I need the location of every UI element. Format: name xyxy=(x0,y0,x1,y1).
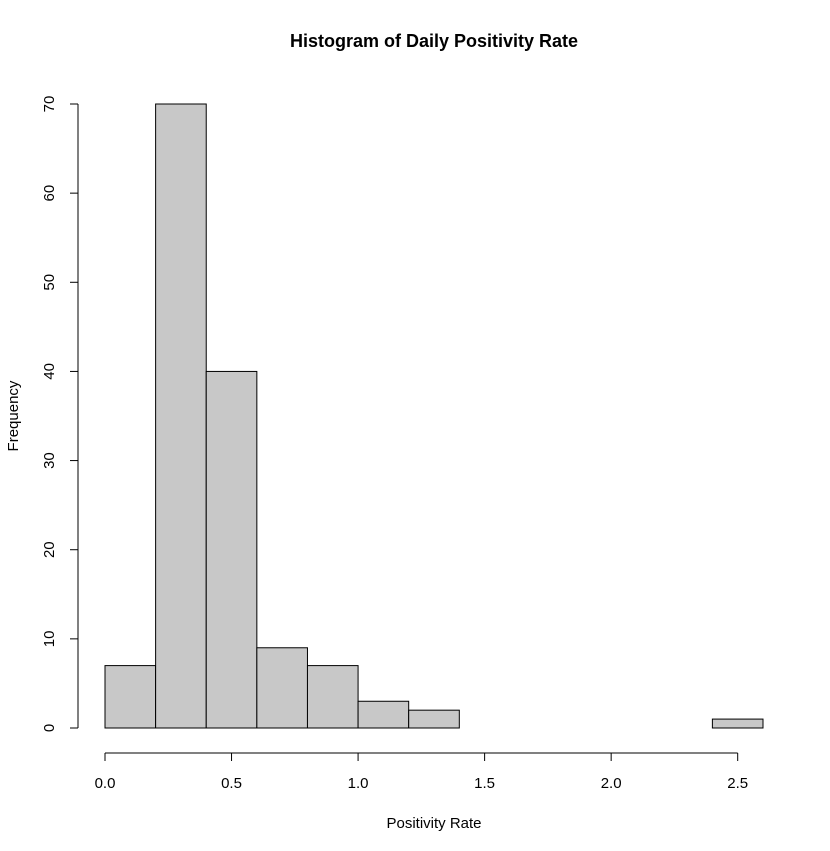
y-tick-label: 50 xyxy=(41,274,58,291)
y-tick-label: 60 xyxy=(41,185,58,202)
x-axis: 0.0 0.5 1.0 1.5 2.0 2.5 xyxy=(95,752,748,792)
histogram-bar xyxy=(306,665,359,729)
x-tick-label: 1.0 xyxy=(348,775,369,792)
x-tick-label: 2.0 xyxy=(601,775,622,792)
y-axis: 0 10 20 30 40 50 60 70 xyxy=(41,96,79,732)
histogram-bar xyxy=(205,370,258,729)
bars-group xyxy=(104,103,764,729)
y-tick-label: 30 xyxy=(41,452,58,469)
y-tick-label: 70 xyxy=(41,96,58,113)
y-tick-label: 0 xyxy=(41,724,58,732)
chart-title: Histogram of Daily Positivity Rate xyxy=(290,31,578,51)
x-tick-label: 1.5 xyxy=(474,775,495,792)
y-tick-label: 40 xyxy=(41,363,58,380)
histogram-bar xyxy=(256,647,308,729)
y-tick-label: 20 xyxy=(41,541,58,558)
histogram-bar xyxy=(104,665,157,729)
histogram-bar xyxy=(711,718,764,729)
histogram-bar xyxy=(408,709,460,729)
x-axis-label: Positivity Rate xyxy=(386,815,481,832)
y-tick-label: 10 xyxy=(41,631,58,648)
y-axis-label: Frequency xyxy=(5,380,22,451)
histogram-bar xyxy=(155,103,207,729)
histogram-bar xyxy=(357,700,410,729)
x-tick-label: 0.5 xyxy=(221,775,242,792)
x-tick-label: 0.0 xyxy=(95,775,116,792)
x-tick-label: 2.5 xyxy=(727,775,748,792)
